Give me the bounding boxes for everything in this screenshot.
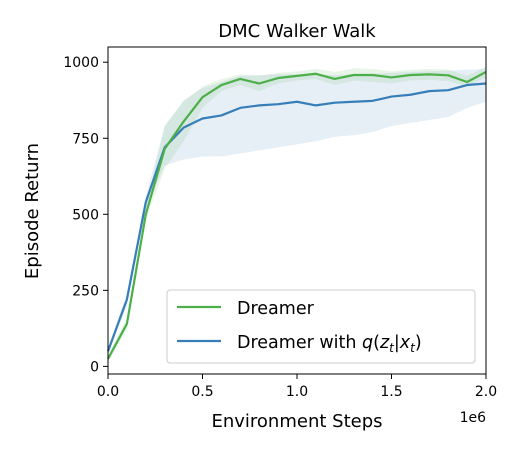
band-series-1 — [108, 68, 486, 355]
x-tick-label: 1.0 — [286, 384, 308, 400]
y-axis-ticks: 0 250 500 750 1000 — [63, 55, 108, 375]
x-tick-label: 2.0 — [475, 384, 497, 400]
chart-title: DMC Walker Walk — [218, 21, 376, 42]
y-tick-label: 750 — [72, 131, 99, 147]
x-axis-ticks: 0.0 0.5 1.0 1.5 2.0 — [97, 374, 497, 400]
x-tick-label: 0.5 — [191, 384, 213, 400]
legend-label-dreamer: Dreamer — [237, 299, 315, 319]
line-series-0 — [107, 70, 487, 360]
y-tick-label: 500 — [72, 207, 99, 223]
y-tick-label: 1000 — [63, 55, 99, 71]
legend-box — [166, 289, 476, 364]
confidence-bands — [108, 66, 486, 362]
x-axis-label: Environment Steps — [211, 411, 382, 432]
x-tick-label: 1.5 — [380, 384, 402, 400]
y-tick-label: 250 — [72, 283, 99, 299]
y-axis-label: Episode Return — [22, 143, 43, 279]
x-scale-label: 1e6 — [460, 410, 487, 426]
legend: Dreamer Dreamer with q(zt|xt) — [166, 289, 476, 364]
y-tick-label: 0 — [90, 359, 99, 375]
series-lines — [106, 70, 487, 360]
legend-label-dreamer-q: Dreamer with q(zt|xt) — [237, 333, 422, 355]
x-tick-label: 0.0 — [97, 384, 119, 400]
